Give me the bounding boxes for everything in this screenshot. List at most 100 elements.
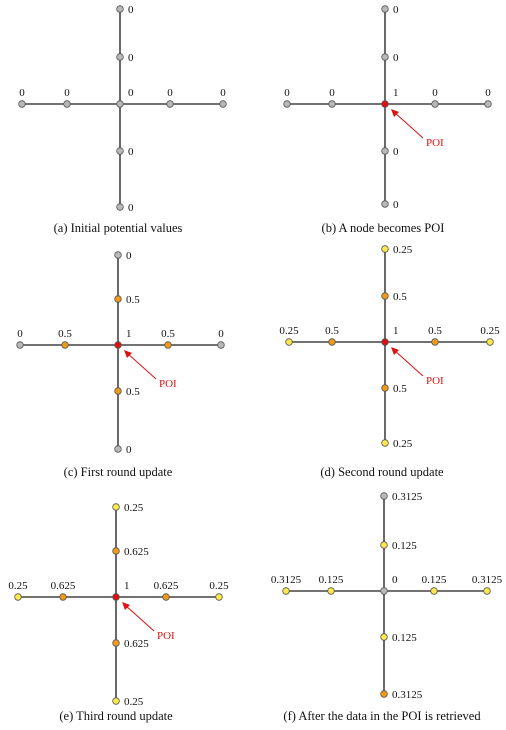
- right-node-2-value: 0.3125: [472, 574, 503, 586]
- left-node-1-value: 0.5: [325, 325, 339, 337]
- up-node-2-value: 0.25: [124, 502, 144, 514]
- left-node-1: [328, 338, 336, 346]
- down-node-1: [381, 147, 389, 155]
- up-node-2-value: 0.25: [393, 244, 413, 256]
- center-node-value: 1: [126, 328, 132, 340]
- left-node-1-value: 0: [64, 87, 70, 99]
- down-node-2: [114, 445, 122, 453]
- up-node-1: [381, 53, 389, 61]
- left-node-2: [285, 338, 293, 346]
- panel-d: 0.5 0.25 0.5 0.25 0.5 0.25 0.5 0.25 1 POI (d) Seco…: [279, 244, 500, 479]
- poi-label: POI: [426, 375, 444, 387]
- up-node-2-value: 0.3125: [392, 491, 423, 503]
- up-node-1-value: 0: [393, 52, 399, 64]
- down-node-1: [114, 387, 122, 395]
- down-node-1: [116, 147, 124, 155]
- left-node-1: [59, 593, 67, 601]
- poi-arrowhead: [124, 350, 132, 358]
- down-node-2-value: 0.25: [124, 696, 144, 708]
- poi-arrow: [393, 111, 424, 139]
- poi-arrowhead: [391, 109, 399, 117]
- center-node: [381, 100, 389, 108]
- panel-caption: (b) A node becomes POI: [322, 221, 445, 235]
- up-node-1: [380, 541, 388, 549]
- right-node-2-value: 0.25: [480, 325, 500, 337]
- left-node-2-value: 0.3125: [271, 574, 302, 586]
- right-node-2: [486, 338, 494, 346]
- up-node-1-value: 0.625: [124, 546, 149, 558]
- panel-e: 0.625 0.25 0.625 0.25 0.625 0.25 0.625 0.25 1 POI…: [8, 502, 229, 723]
- down-node-2: [380, 690, 388, 698]
- left-node-1: [328, 100, 336, 108]
- left-node-2-value: 0.25: [279, 325, 299, 337]
- left-node-2-value: 0: [17, 328, 23, 340]
- panel-b: 0 0 0 0 0 0 0 0 1 POI (b) A node becomes POI: [283, 4, 492, 235]
- left-node-1-value: 0: [329, 87, 335, 99]
- right-node-2: [484, 100, 492, 108]
- left-node-2: [282, 587, 290, 595]
- up-node-2-value: 0: [128, 4, 134, 16]
- left-node-1: [61, 341, 69, 349]
- down-node-1-value: 0.625: [124, 638, 149, 650]
- down-node-1-value: 0.5: [126, 386, 140, 398]
- down-node-2: [381, 200, 389, 208]
- right-node-1-value: 0.625: [154, 580, 179, 592]
- poi-arrow: [393, 349, 424, 377]
- left-node-1: [63, 100, 71, 108]
- up-node-1: [116, 53, 124, 61]
- right-node-1-value: 0.5: [428, 325, 442, 337]
- center-node-value: 0: [392, 574, 398, 586]
- poi-arrowhead: [122, 602, 130, 610]
- center-node-value: 1: [124, 580, 130, 592]
- down-node-2-value: 0.3125: [392, 689, 423, 701]
- up-node-1-value: 0.125: [392, 540, 417, 552]
- up-node-2: [381, 245, 389, 253]
- poi-arrow: [124, 604, 155, 632]
- poi-label: POI: [159, 378, 177, 390]
- poi-arrowhead: [391, 347, 399, 355]
- panel-caption: (f) After the data in the POI is retriev…: [283, 709, 481, 723]
- right-node-1-value: 0: [432, 87, 438, 99]
- down-node-2-value: 0: [128, 202, 134, 214]
- left-node-1-value: 0.625: [51, 580, 76, 592]
- left-node-2-value: 0: [284, 87, 290, 99]
- center-node: [381, 338, 389, 346]
- up-node-2: [116, 5, 124, 13]
- down-node-2: [381, 439, 389, 447]
- up-node-1: [114, 295, 122, 303]
- poi-arrow: [126, 352, 157, 380]
- panel-c: 0.5 0 0.5 0 0.5 0 0.5 0 1 POI (c) First round upda…: [16, 250, 225, 479]
- up-node-2-value: 0: [393, 4, 399, 16]
- down-node-1-value: 0.125: [392, 632, 417, 644]
- down-node-2: [112, 697, 120, 705]
- down-node-1: [112, 639, 120, 647]
- up-node-2: [380, 492, 388, 500]
- down-node-1-value: 0: [128, 146, 134, 158]
- panel-caption: (c) First round update: [64, 465, 173, 479]
- down-node-2-value: 0: [126, 444, 132, 456]
- center-node: [116, 100, 124, 108]
- right-node-1-value: 0: [167, 87, 173, 99]
- right-node-2-value: 0: [220, 87, 226, 99]
- left-node-1-value: 0.5: [58, 328, 72, 340]
- left-node-2: [16, 341, 24, 349]
- poi-label: POI: [157, 630, 175, 642]
- left-node-2: [283, 100, 291, 108]
- down-node-1: [381, 384, 389, 392]
- down-node-2: [116, 203, 124, 211]
- up-node-2: [381, 5, 389, 13]
- right-node-2-value: 0: [218, 328, 224, 340]
- right-node-1: [166, 100, 174, 108]
- down-node-1-value: 0: [393, 146, 399, 158]
- up-node-2: [114, 251, 122, 259]
- right-node-1: [431, 100, 439, 108]
- panel-caption: (a) Initial potential values: [54, 221, 183, 235]
- right-node-1-value: 0.5: [161, 328, 175, 340]
- panel-caption: (e) Third round update: [59, 709, 173, 723]
- down-node-1-value: 0.5: [393, 383, 407, 395]
- center-node: [380, 587, 388, 595]
- up-node-1-value: 0.5: [393, 291, 407, 303]
- right-node-2: [219, 100, 227, 108]
- right-node-1-value: 0.125: [422, 574, 447, 586]
- right-node-2: [215, 593, 223, 601]
